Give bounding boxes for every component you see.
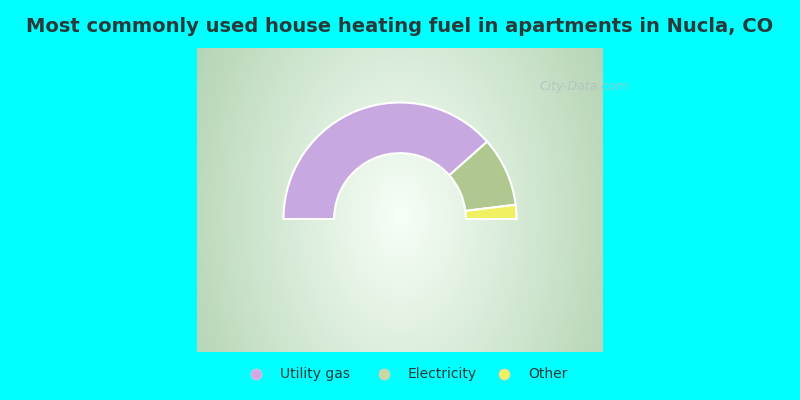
Text: Electricity: Electricity [408,366,477,381]
Wedge shape [466,205,517,219]
Text: Other: Other [528,366,567,381]
Text: Most commonly used house heating fuel in apartments in Nucla, CO: Most commonly used house heating fuel in… [26,16,774,36]
Wedge shape [283,102,487,219]
Text: City-Data.com: City-Data.com [539,80,628,93]
Wedge shape [450,142,516,211]
Text: Utility gas: Utility gas [280,366,350,381]
